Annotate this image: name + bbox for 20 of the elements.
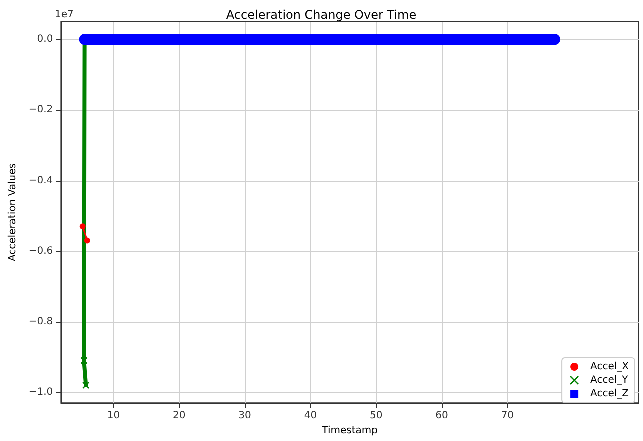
- x-tick-label: 40: [304, 410, 318, 422]
- x-tick-label: 30: [238, 410, 252, 422]
- y-tick-label: 0.0: [37, 34, 54, 46]
- legend-label: Accel_Y: [590, 375, 630, 386]
- x-axis-title: Timestamp: [321, 426, 378, 436]
- x-tick-label: 60: [436, 410, 448, 422]
- legend-label: Accel_X: [590, 362, 630, 372]
- x-tick-label: 10: [107, 410, 120, 422]
- y-tick-label: −1.0: [28, 387, 54, 398]
- legend-label: Accel_Z: [590, 388, 630, 400]
- x-tick-label: 50: [370, 410, 383, 422]
- text: 1e7: [55, 10, 74, 20]
- y-tick-label: −0.4: [28, 175, 54, 186]
- y-tick-label: −0.2: [28, 104, 54, 116]
- y-tick-label: −0.8: [28, 316, 54, 328]
- x-tick-label: 70: [501, 410, 514, 422]
- y-tick-label: −0.6: [28, 246, 54, 257]
- x-tick-label: 20: [173, 410, 186, 422]
- chart-title: Acceleration Change Over Time: [226, 8, 417, 22]
- y-axis-title: Acceleration Values: [8, 164, 18, 262]
